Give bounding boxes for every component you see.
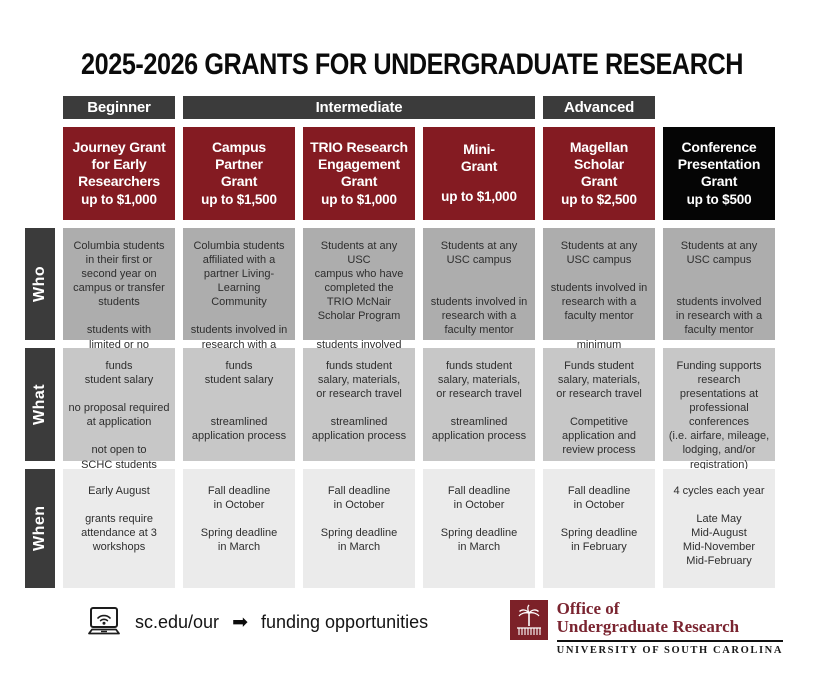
category-advanced: Advanced xyxy=(543,96,655,119)
grant-header-conference: Conference Presentation Grant up to $500 xyxy=(663,127,775,220)
what-cell-trio: funds student salary, materials, or rese… xyxy=(303,348,415,461)
page-title: 2025-2026 GRANTS FOR UNDERGRADUATE RESEA… xyxy=(81,48,744,81)
grants-table: Beginner Intermediate Advanced Journey G… xyxy=(25,96,775,588)
row-label-what: What xyxy=(25,348,55,461)
when-cell-conference: 4 cycles each year Late May Mid-August M… xyxy=(663,469,775,588)
grant-name: Mini- Grant xyxy=(460,141,498,175)
grant-name: Campus Partner Grant xyxy=(211,138,267,189)
grant-header-magellan: Magellan Scholar Grant up to $2,500 xyxy=(543,127,655,220)
when-cell-magellan: Fall deadline in October Spring deadline… xyxy=(543,469,655,588)
row-label-when: When xyxy=(25,469,55,588)
when-cell-journey: Early August grants require attendance a… xyxy=(63,469,175,588)
who-cell-conference: Students at any USC campus students invo… xyxy=(663,228,775,340)
spacer xyxy=(25,127,55,220)
category-intermediate: Intermediate xyxy=(183,96,535,119)
page-title-wrap: 2025-2026 GRANTS FOR UNDERGRADUATE RESEA… xyxy=(0,48,825,82)
grant-header-journey: Journey Grant for Early Researchers up t… xyxy=(63,127,175,220)
who-cell-journey: Columbia students in their first or seco… xyxy=(63,228,175,365)
footer-link-text: funding opportunities xyxy=(260,611,429,632)
grant-amount: up to $1,500 xyxy=(201,191,277,207)
grant-amount: up to $500 xyxy=(686,191,752,207)
what-cell-journey: funds student salary no proposal require… xyxy=(63,348,175,499)
grant-amount: up to $1,000 xyxy=(441,189,517,205)
logo-office-line2: Undergraduate Research xyxy=(556,617,740,637)
logo-office-line1: Office of xyxy=(556,599,620,618)
grant-name: Conference Presentation Grant xyxy=(677,138,761,189)
when-cell-campus-partner: Fall deadline in October Spring deadline… xyxy=(183,469,295,588)
grant-amount: up to $1,000 xyxy=(321,191,397,207)
grant-amount: up to $2,500 xyxy=(561,191,637,207)
grant-amount: up to $1,000 xyxy=(81,191,157,207)
logo-text: Office of Undergraduate Research UNIVERS… xyxy=(556,599,783,656)
category-beginner: Beginner xyxy=(63,96,175,119)
what-cell-campus-partner: funds student salary streamlined applica… xyxy=(183,348,295,461)
who-cell-trio: Students at any USC campus who have comp… xyxy=(303,228,415,379)
who-cell-mini: Students at any USC campus students invo… xyxy=(423,228,535,340)
when-cell-trio: Fall deadline in October Spring deadline… xyxy=(303,469,415,588)
grant-name: TRIO Research Engagement Grant xyxy=(310,138,408,189)
grant-header-trio: TRIO Research Engagement Grant up to $1,… xyxy=(303,127,415,220)
our-logo: Office of Undergraduate Research UNIVERS… xyxy=(509,599,783,656)
what-cell-mini: funds student salary, materials, or rese… xyxy=(423,348,535,461)
row-label-who: Who xyxy=(25,228,55,340)
grant-name: Journey Grant for Early Researchers xyxy=(72,138,166,189)
footer-link-row: sc.edu/our ➡ funding opportunities xyxy=(86,606,428,638)
who-cell-campus-partner: Columbia students affiliated with a part… xyxy=(183,228,295,365)
arrow-right-icon: ➡ xyxy=(232,611,248,633)
logo-university: UNIVERSITY OF SOUTH CAROLINA xyxy=(556,639,783,656)
grant-name: Magellan Scholar Grant xyxy=(569,138,629,189)
spacer xyxy=(25,96,55,119)
who-cell-magellan: Students at any USC campus students invo… xyxy=(543,228,655,379)
what-cell-magellan: Funds student salary, materials, or rese… xyxy=(543,348,655,461)
what-cell-conference: Funding supports research presentations … xyxy=(663,348,775,471)
spacer xyxy=(663,96,775,119)
laptop-wifi-icon xyxy=(86,606,122,638)
footer-url: sc.edu/our xyxy=(135,611,220,632)
grant-header-mini: Mini- Grant up to $1,000 xyxy=(423,127,535,220)
palmetto-tree-icon xyxy=(509,600,548,640)
grant-header-campus-partner: Campus Partner Grant up to $1,500 xyxy=(183,127,295,220)
when-cell-mini: Fall deadline in October Spring deadline… xyxy=(423,469,535,588)
